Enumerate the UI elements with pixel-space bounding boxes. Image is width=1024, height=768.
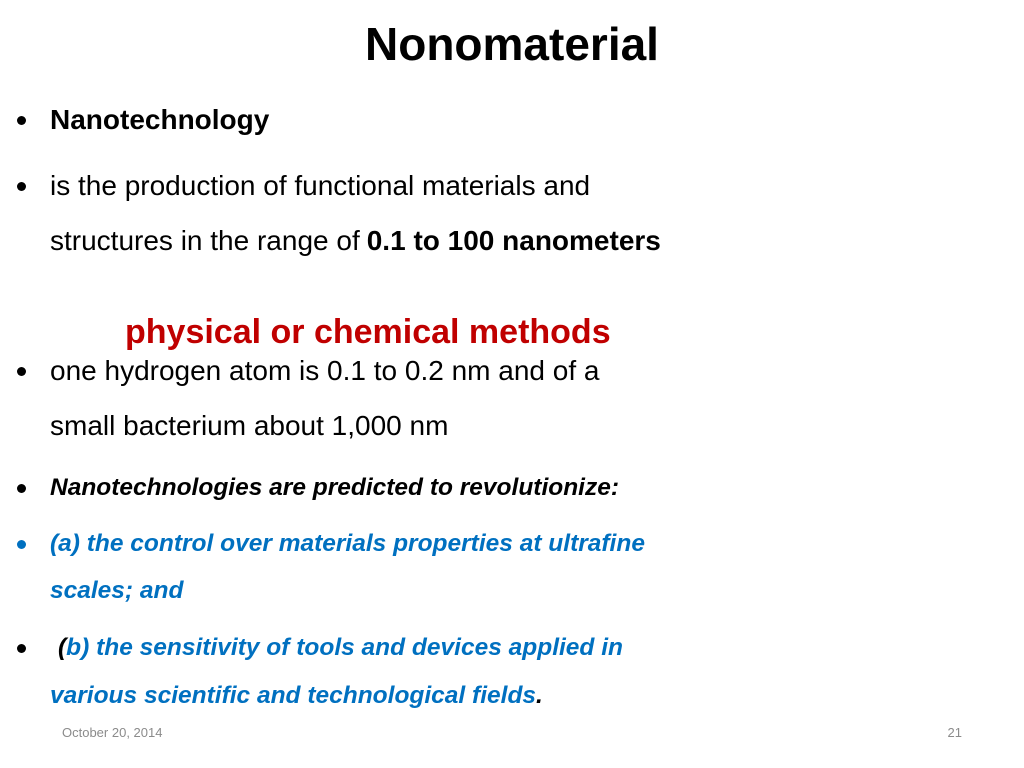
text-run: scales; and	[50, 577, 184, 604]
bullet-line: various scientific and technological fie…	[50, 676, 543, 716]
text-run: various scientific and technological fie…	[50, 682, 537, 709]
bullet-dot	[17, 367, 26, 376]
text-run: structures in the range of	[50, 225, 360, 256]
bullet-line: is the production of functional material…	[50, 166, 590, 206]
bullet-line: one hydrogen atom is 0.1 to 0.2 nm and o…	[50, 351, 599, 391]
bullet-dot	[17, 116, 26, 125]
bullet-line: Nanotechnology	[50, 100, 269, 140]
bullet-line: scales; and	[50, 571, 183, 611]
text-run: small bacterium about 1,000 nm	[50, 410, 449, 441]
footer-date: October 20, 2014	[62, 725, 163, 740]
bullet-line: (b) the sensitivity of tools and devices…	[58, 628, 623, 668]
text-run: (a) the control over materials propertie…	[50, 530, 645, 557]
overlay-text: physical or chemical methods	[125, 313, 611, 351]
text-run: is the production of functional material…	[50, 170, 591, 201]
page-number: 21	[947, 725, 962, 740]
text-run: 0.1 to 100 nanometers	[366, 225, 661, 256]
bullet-line: (a) the control over materials propertie…	[50, 524, 645, 564]
text-run: Nanotechnologies are predicted to revolu…	[50, 474, 620, 501]
bullet-dot	[17, 644, 26, 653]
text-run: (	[58, 634, 67, 661]
bullet-line: Nanotechnologies are predicted to revolu…	[50, 468, 619, 508]
text-run: Nanotechnology	[50, 104, 270, 135]
bullet-dot	[17, 540, 26, 549]
bullet-dot	[17, 182, 26, 191]
text-run: .	[536, 682, 543, 709]
bullet-line: small bacterium about 1,000 nm	[50, 406, 448, 446]
slide-title: Nonomaterial	[365, 18, 659, 70]
bullet-line: structures in the range of 0.1 to 100 nan…	[50, 221, 661, 261]
text-run: b) the sensitivity of tools and devices …	[66, 634, 623, 661]
bullet-dot	[17, 484, 26, 493]
text-run: one hydrogen atom is 0.1 to 0.2 nm and o…	[50, 355, 600, 386]
